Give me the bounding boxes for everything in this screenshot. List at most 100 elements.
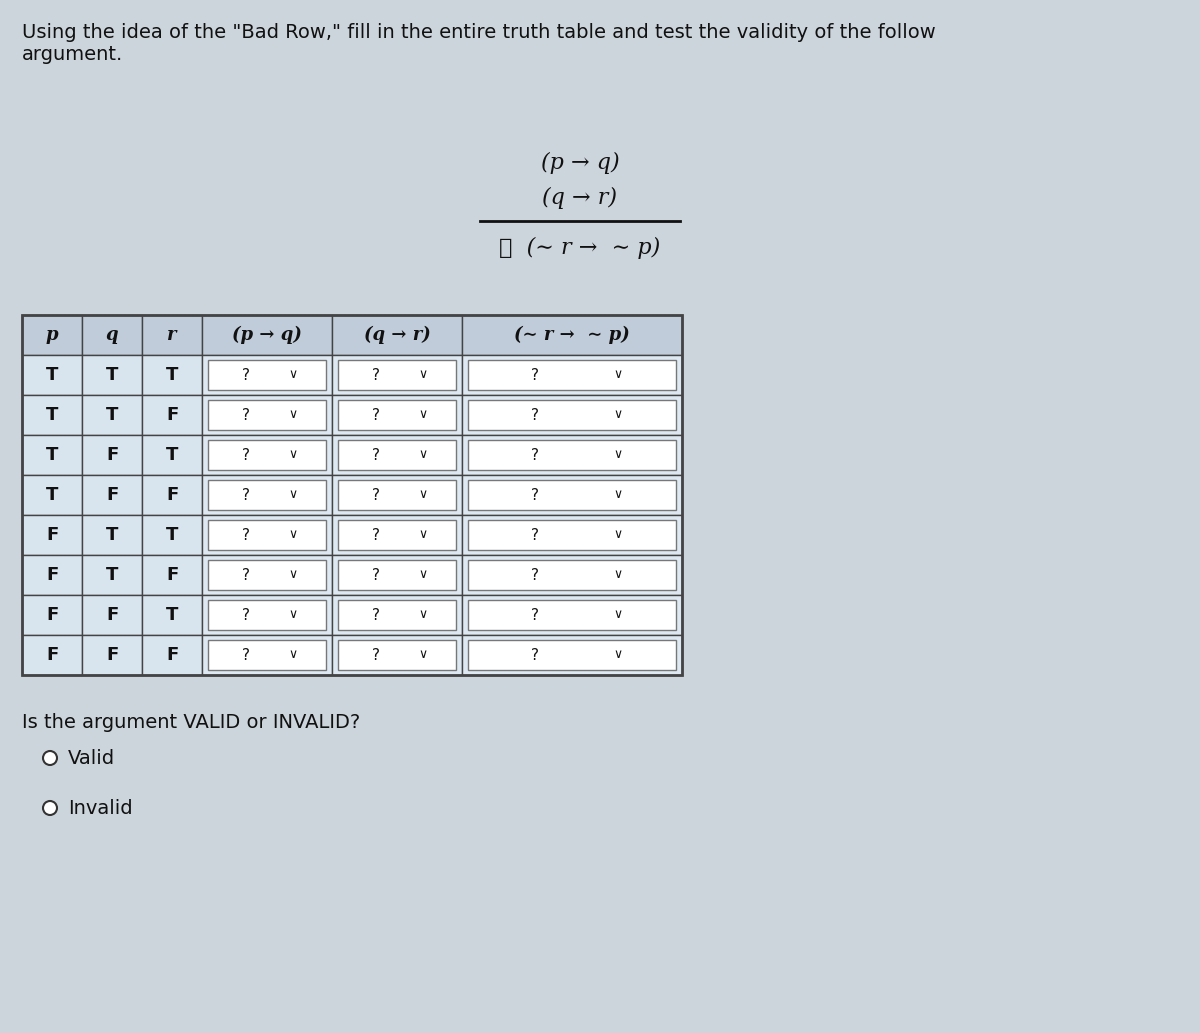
Text: F: F — [106, 606, 118, 624]
Text: F: F — [166, 566, 178, 584]
Text: ∨: ∨ — [419, 529, 427, 541]
Bar — [202, 515, 332, 555]
Bar — [142, 315, 202, 355]
Text: ?: ? — [530, 567, 539, 583]
Text: F: F — [166, 646, 178, 664]
Bar — [208, 359, 326, 390]
Text: ?: ? — [241, 488, 250, 502]
Text: F: F — [46, 606, 58, 624]
Text: ?: ? — [372, 488, 379, 502]
Text: ?: ? — [241, 368, 250, 382]
Bar — [22, 635, 82, 675]
Text: ∨: ∨ — [288, 529, 298, 541]
Text: ∨: ∨ — [613, 369, 623, 381]
Text: ∨: ∨ — [288, 608, 298, 622]
Bar — [82, 315, 142, 355]
Text: p: p — [46, 326, 59, 344]
Bar — [338, 640, 456, 670]
Text: F: F — [166, 486, 178, 504]
Bar — [142, 355, 202, 395]
Bar — [82, 595, 142, 635]
Bar — [22, 555, 82, 595]
Bar — [208, 480, 326, 510]
Bar — [202, 635, 332, 675]
Bar — [142, 555, 202, 595]
Bar — [332, 435, 462, 475]
Bar — [468, 400, 676, 430]
Text: ?: ? — [372, 607, 379, 623]
Text: Invalid: Invalid — [68, 799, 133, 817]
Circle shape — [43, 751, 58, 765]
Bar — [332, 555, 462, 595]
Bar — [82, 395, 142, 435]
Text: q: q — [106, 326, 119, 344]
Bar — [208, 520, 326, 550]
Bar — [202, 435, 332, 475]
Text: ?: ? — [372, 447, 379, 463]
Bar — [332, 315, 462, 355]
Text: ?: ? — [241, 528, 250, 542]
Bar — [22, 315, 682, 675]
Text: ∨: ∨ — [288, 649, 298, 661]
Text: Using the idea of the "Bad Row," fill in the entire truth table and test the val: Using the idea of the "Bad Row," fill in… — [22, 23, 936, 42]
Bar — [142, 395, 202, 435]
Text: ?: ? — [241, 648, 250, 662]
Text: (∼ r →  ∼ p): (∼ r → ∼ p) — [514, 325, 630, 344]
Bar — [142, 515, 202, 555]
Bar — [462, 515, 682, 555]
Text: ∨: ∨ — [419, 568, 427, 582]
Bar — [142, 635, 202, 675]
Bar — [208, 640, 326, 670]
Text: T: T — [166, 606, 178, 624]
Text: argument.: argument. — [22, 45, 124, 64]
Text: ∨: ∨ — [613, 649, 623, 661]
Text: ∨: ∨ — [419, 369, 427, 381]
Text: ?: ? — [372, 528, 379, 542]
Bar — [22, 315, 82, 355]
Bar — [462, 595, 682, 635]
Text: ?: ? — [241, 607, 250, 623]
Text: T: T — [166, 446, 178, 464]
Bar — [142, 595, 202, 635]
Circle shape — [43, 801, 58, 815]
Text: ∨: ∨ — [419, 649, 427, 661]
Text: ∨: ∨ — [613, 608, 623, 622]
Text: T: T — [46, 446, 58, 464]
Bar — [202, 395, 332, 435]
Bar — [332, 395, 462, 435]
Bar — [332, 595, 462, 635]
Bar — [202, 595, 332, 635]
Bar — [22, 435, 82, 475]
Text: ∨: ∨ — [613, 489, 623, 501]
Bar — [338, 400, 456, 430]
Text: ∨: ∨ — [613, 448, 623, 462]
Text: ?: ? — [372, 567, 379, 583]
Bar — [468, 560, 676, 590]
Bar — [332, 635, 462, 675]
Bar — [82, 555, 142, 595]
Bar — [332, 515, 462, 555]
Bar — [462, 355, 682, 395]
Text: F: F — [106, 646, 118, 664]
Bar — [22, 595, 82, 635]
Text: ?: ? — [530, 648, 539, 662]
Text: ?: ? — [530, 407, 539, 422]
Text: ∴  (∼ r →  ∼ p): ∴ (∼ r → ∼ p) — [499, 237, 661, 259]
Text: (q → r): (q → r) — [364, 325, 431, 344]
Text: (q → r): (q → r) — [542, 187, 618, 209]
Bar — [202, 475, 332, 515]
Text: ∨: ∨ — [613, 408, 623, 421]
Text: ∨: ∨ — [419, 608, 427, 622]
Bar — [82, 355, 142, 395]
Bar — [202, 315, 332, 355]
Text: ∨: ∨ — [419, 489, 427, 501]
Text: T: T — [106, 366, 118, 384]
Bar — [82, 435, 142, 475]
Bar — [468, 359, 676, 390]
Text: T: T — [106, 406, 118, 424]
Bar — [208, 600, 326, 630]
Bar — [468, 520, 676, 550]
Text: ?: ? — [530, 528, 539, 542]
Text: Is the argument VALID or INVALID?: Is the argument VALID or INVALID? — [22, 713, 360, 732]
Bar — [202, 555, 332, 595]
